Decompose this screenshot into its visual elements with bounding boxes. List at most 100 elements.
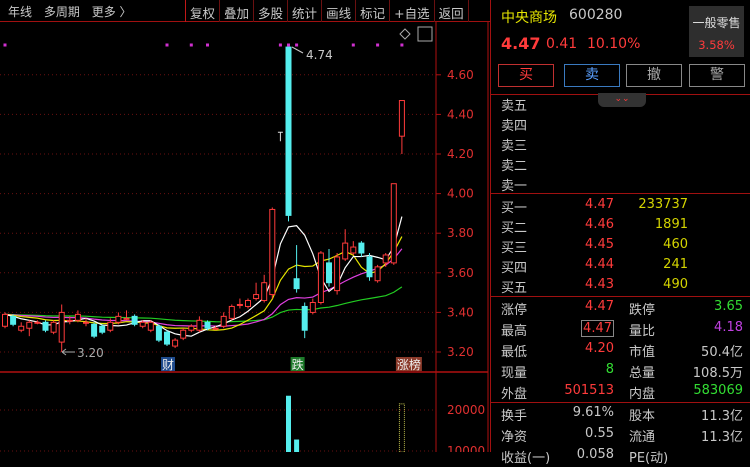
stat-label: 总量: [629, 366, 656, 381]
add-watchlist-button[interactable]: +自选: [390, 0, 435, 22]
candle-body: [107, 321, 114, 331]
volume-tick-label: 20000: [447, 403, 485, 417]
bid-volume: 233737: [638, 197, 688, 212]
stock-name: 中央商场: [501, 10, 557, 26]
back-button[interactable]: 返回: [435, 0, 469, 22]
stat-label: 最低: [501, 345, 528, 360]
fundamental-row: 收益(一) 0.058 PE(动): [491, 447, 750, 467]
stat-value: 108.5万: [692, 366, 743, 381]
stat-value: 4.47: [585, 299, 614, 314]
fund-label: 净资: [501, 430, 528, 445]
candle-body: [34, 321, 41, 324]
candle: [220, 312, 227, 329]
statistics-button[interactable]: 统计: [288, 0, 323, 22]
bid-row: 买三 4.45 460: [491, 237, 750, 257]
candle: [26, 320, 33, 337]
stat-value: 50.4亿: [701, 345, 743, 360]
candle: [115, 312, 122, 325]
buy-button[interactable]: 买: [498, 64, 554, 87]
candle: [334, 253, 341, 295]
stat-label: 涨停: [501, 303, 528, 318]
candle: [18, 322, 25, 333]
candle-body: [309, 302, 316, 313]
candle-one-price: [277, 131, 283, 142]
candle: [66, 316, 73, 325]
more-menu[interactable]: 更多 〉: [91, 5, 132, 19]
stat-row: 涨停 4.47 跌停 3.65: [491, 299, 750, 319]
marker-dot: [189, 43, 193, 47]
low-arrow-icon: [61, 348, 75, 356]
bid-label: 买五: [501, 281, 528, 296]
candle-body: [164, 331, 170, 345]
bid-volume: 1891: [654, 217, 688, 232]
kline-chart[interactable]: 4.60 4.40 4.20 4.00 3.80 3.60 3.40 3.20 20000 100…: [0, 0, 490, 452]
alert-button[interactable]: 警: [689, 64, 745, 87]
candle: [301, 302, 308, 339]
bid-row: 买五 4.43 490: [491, 277, 750, 297]
candle-body: [382, 254, 389, 264]
candle-body: [99, 325, 106, 333]
candle: [398, 100, 405, 154]
fund-label: 股本: [629, 409, 656, 424]
event-tag-bg: [395, 357, 422, 371]
stat-row: 最高 4.47 量比 4.18: [491, 320, 750, 340]
candle-body: [236, 303, 243, 306]
ask-label: 卖二: [501, 159, 528, 174]
stat-value: 501513: [564, 383, 614, 398]
candle: [74, 310, 81, 323]
candle-body: [139, 321, 146, 327]
candle-body: [10, 315, 17, 325]
chart-toolbar: 年线 多周期 更多 〉 复权 叠加 多股 统计 画线 标记 +自选 返回: [0, 0, 490, 22]
candle: [204, 320, 211, 331]
cancel-order-button[interactable]: 撤: [626, 64, 682, 87]
stat-label: 内盘: [629, 387, 656, 402]
candle-body: [18, 325, 25, 331]
sector-box[interactable]: 一般零售 3.58%: [689, 6, 744, 57]
candle: [107, 318, 114, 333]
candle: [10, 314, 17, 327]
diamond-icon: [399, 28, 411, 40]
multi-period[interactable]: 多周期: [43, 5, 80, 19]
stat-value: 4.18: [714, 320, 743, 335]
ask-row: 卖五: [491, 95, 750, 115]
stat-value: 4.20: [585, 341, 614, 356]
stat-value: 3.65: [714, 299, 743, 314]
candle-body: [342, 242, 349, 260]
overlay-button[interactable]: 叠加: [220, 0, 255, 22]
sell-button[interactable]: 卖: [564, 64, 620, 87]
candle: [358, 241, 365, 257]
candle-body: [180, 329, 187, 339]
candle-body: [390, 183, 397, 264]
ask-row: 卖三: [491, 135, 750, 155]
candle: [317, 251, 324, 305]
candle: [155, 324, 162, 343]
candle: [236, 298, 243, 309]
candle: [269, 207, 276, 299]
candle-body: [188, 325, 195, 331]
candle-body: [66, 319, 73, 322]
stat-label: 跌停: [629, 303, 656, 318]
candle: [34, 320, 41, 325]
marker-dot: [376, 43, 380, 47]
candle: [309, 298, 316, 315]
mark-button[interactable]: 标记: [356, 0, 391, 22]
price-change: 0.41: [546, 36, 578, 52]
bid-label: 买二: [501, 221, 528, 236]
multi-stock-button[interactable]: 多股: [254, 0, 289, 22]
period-year[interactable]: 年线: [8, 5, 33, 19]
stat-value: 583069: [693, 383, 743, 398]
adjust-button[interactable]: 复权: [186, 0, 221, 22]
fund-value: 11.3亿: [701, 430, 743, 445]
stat-label: 现量: [501, 366, 528, 381]
expand-chevron-icon[interactable]: ⌄⌄: [598, 93, 646, 107]
stat-value: 4.47: [581, 320, 614, 337]
marker-dot: [400, 43, 404, 47]
panel-toggle-icon: [417, 26, 433, 42]
candle-body: [91, 323, 98, 337]
sector-pct: 3.58%: [698, 38, 735, 52]
stat-label: 外盘: [501, 387, 528, 402]
candle-body: [50, 321, 57, 333]
draw-button[interactable]: 画线: [322, 0, 357, 22]
candle: [180, 328, 187, 341]
candle-body: [172, 339, 179, 347]
